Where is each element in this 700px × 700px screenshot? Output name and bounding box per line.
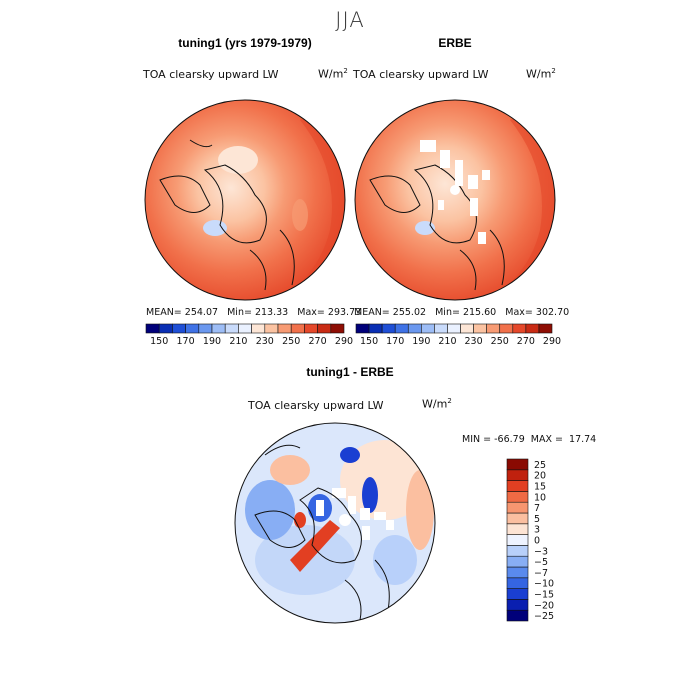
colorbar-swatch [486, 323, 501, 334]
colorbar-tick-label: 15 [534, 482, 546, 493]
colorbar-tick-label: −3 [534, 546, 548, 557]
colorbar-tick-label: −5 [534, 557, 548, 568]
colorbar-tick-label: 210 [438, 336, 456, 347]
colorbar-tick-label: 250 [491, 336, 509, 347]
colorbar-tick-label: 250 [282, 336, 300, 347]
colorbar-obs: 150 170 190 210 230 250 270 290 [355, 323, 561, 347]
colorbar-swatch [499, 323, 514, 334]
colorbar-tick-label: 7 [534, 503, 540, 514]
colorbar-swatch [172, 323, 186, 334]
colorbar-swatch [506, 555, 529, 568]
colorbar-swatch [506, 512, 529, 525]
colorbar-swatch [224, 323, 239, 334]
colorbar-swatch [238, 323, 252, 334]
colorbar-swatch [185, 323, 200, 334]
colorbar-tick-label: 20 [534, 471, 546, 482]
map-model [145, 100, 345, 300]
colorbar-tick-label: 210 [229, 336, 247, 347]
units-label-model: W/m2 [318, 67, 348, 81]
colorbar-swatch [506, 545, 529, 557]
colorbar-swatch [277, 323, 292, 334]
colorbar-swatch [506, 599, 529, 611]
colorbar-swatch [421, 323, 435, 334]
colorbar-tick-label: 230 [465, 336, 483, 347]
colorbar-swatch [251, 323, 266, 334]
colorbar-tick-label: 290 [335, 336, 353, 347]
colorbar-swatch [506, 577, 529, 589]
colorbar-swatch [304, 323, 318, 334]
colorbar-tick-label: −10 [534, 579, 554, 590]
stats-obs: MEAN= 255.02 Min= 215.60 Max= 302.70 [354, 307, 570, 318]
colorbar-swatch [434, 323, 448, 334]
colorbar-swatch [506, 609, 529, 622]
colorbar-swatch [447, 323, 461, 334]
colorbar-tick-label: 290 [543, 336, 561, 347]
colorbar-swatch [506, 566, 529, 579]
colorbar-tick-label: −25 [534, 611, 554, 622]
colorbar-swatch [211, 323, 226, 334]
colorbar-swatch [407, 323, 422, 334]
colorbar-swatch [506, 469, 529, 481]
colorbar-swatch [330, 323, 345, 334]
map-obs [355, 100, 555, 300]
colorbar-swatch [506, 491, 529, 503]
colorbar-swatch [381, 323, 396, 334]
colorbar-tick-label: −20 [534, 600, 554, 611]
stats-diff: MIN = -66.79 MAX = 17.74 [462, 434, 597, 445]
colorbar-swatch [198, 323, 213, 334]
map-diff [235, 423, 435, 623]
colorbar-tick-label: −7 [534, 568, 548, 579]
colorbar-tick-label: 25 [534, 460, 546, 471]
stats-model: MEAN= 254.07 Min= 213.33 Max= 293.73 [146, 307, 362, 318]
season-title: JJA [335, 8, 365, 32]
units-label-obs: W/m2 [526, 67, 556, 81]
colorbar-tick-label: 5 [534, 514, 540, 525]
colorbar-tick-label: 270 [517, 336, 535, 347]
map-obs-border [354, 99, 556, 301]
colorbar-swatch [506, 480, 529, 492]
colorbar-tick-label: 190 [203, 336, 221, 347]
colorbar-swatch [525, 323, 540, 334]
colorbar-swatch [506, 501, 529, 514]
colorbar-swatch [355, 323, 370, 334]
colorbar-tick-label: 3 [534, 525, 540, 536]
colorbar-swatch [264, 323, 279, 334]
colorbar-tick-label: 0 [534, 536, 540, 547]
colorbar-swatch [145, 323, 160, 334]
colorbar-swatch [506, 523, 529, 535]
panel-title-model: tuning1 (yrs 1979-1979) [178, 36, 312, 50]
colorbar-tick-label: 150 [150, 336, 168, 347]
colorbar-swatch [460, 323, 474, 334]
variable-label-obs: TOA clearsky upward LW [353, 68, 489, 81]
colorbar-tick-label: 230 [256, 336, 274, 347]
colorbar-tick-label: 150 [360, 336, 378, 347]
map-diff-border [234, 422, 436, 624]
variable-label-diff: TOA clearsky upward LW [248, 399, 384, 412]
colorbar-swatch [290, 323, 305, 334]
colorbar-swatch [158, 323, 173, 334]
colorbar-tick-label: 270 [309, 336, 327, 347]
panel-title-diff: tuning1 - ERBE [306, 365, 394, 379]
colorbar-tick-label: 190 [412, 336, 430, 347]
colorbar-tick-label: −15 [534, 590, 554, 601]
colorbar-swatch [538, 323, 553, 334]
variable-label-model: TOA clearsky upward LW [143, 68, 279, 81]
colorbar-swatch [317, 323, 332, 334]
units-label-diff: W/m2 [422, 397, 452, 411]
colorbar-swatch [368, 323, 383, 334]
panel-title-obs: ERBE [438, 36, 472, 50]
colorbar-tick-label: 10 [534, 492, 546, 503]
colorbar-model: 150 170 190 210 230 250 270 290 [145, 323, 353, 347]
colorbar-tick-label: 170 [177, 336, 195, 347]
colorbar-tick-label: 170 [386, 336, 404, 347]
colorbar-swatch [506, 588, 529, 600]
map-model-border [144, 99, 346, 301]
colorbar-swatch [506, 458, 529, 471]
colorbar-swatch [506, 534, 529, 546]
colorbar-swatch [394, 323, 409, 334]
colorbar-swatch [473, 323, 487, 334]
colorbar-swatch [512, 323, 527, 334]
